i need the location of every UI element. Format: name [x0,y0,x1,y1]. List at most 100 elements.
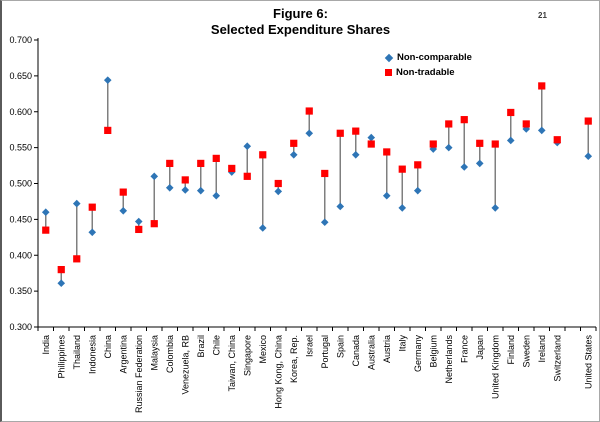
chart-title-line2: Selected Expenditure Shares [210,22,391,37]
x-axis-label: India [41,335,51,355]
y-axis-label: 0.450 [9,214,32,224]
data-point-non-tradable [135,225,143,234]
x-axis-label: Portugal [320,335,330,369]
square-marker-icon [385,69,392,76]
data-point-non-tradable [259,151,267,159]
x-axis-label: France [459,335,469,363]
data-point-non-tradable [460,116,468,124]
x-axis-label: Finland [506,335,516,365]
data-point-non-tradable [383,148,391,156]
y-axis-label: 0.600 [9,107,32,117]
data-point-non-tradable [73,255,81,263]
data-point-non-comparable [336,202,345,211]
legend-item-non-comparable: Non-comparable [384,50,472,65]
data-point-non-tradable [88,203,96,211]
x-axis-label: Malaysia [149,335,159,371]
data-point-non-comparable [289,151,298,159]
data-point-non-comparable [320,218,329,227]
legend-label: Non-tradable [396,67,455,78]
legend-item-non-tradable: Non-tradable [385,65,472,80]
chart-title: Figure 6: Selected Expenditure Shares [2,6,599,38]
x-axis-label: Philippines [56,335,66,379]
data-point-non-tradable [166,159,174,168]
x-axis-label: China [103,335,113,359]
data-point-non-comparable [413,186,422,195]
data-point-non-comparable [398,204,407,212]
page-number: 21 [538,11,547,20]
x-axis-label: Switzerland [552,335,562,382]
data-point-non-comparable [181,186,190,194]
data-point-non-comparable [382,191,391,200]
data-point-non-tradable [290,139,298,147]
data-point-non-tradable [398,165,406,173]
data-point-non-comparable [134,217,143,226]
data-point-non-tradable [104,126,112,135]
data-point-non-comparable [119,206,128,215]
data-point-non-comparable [57,279,66,288]
data-point-non-tradable [274,179,282,188]
x-axis-label: Chile [211,335,221,356]
x-axis-label: Belgium [428,335,438,368]
x-axis-label: Taiwan, China [227,335,237,392]
x-axis-label: Singapore [242,335,252,376]
data-point-non-tradable [228,164,236,173]
data-point-non-comparable [475,159,484,168]
data-point-non-tradable [197,159,205,168]
data-point-non-tradable [57,266,65,274]
data-point-non-tradable [491,140,499,148]
data-point-non-comparable [491,204,500,212]
data-point-non-comparable [72,199,81,208]
data-point-non-tradable [305,107,313,115]
data-point-non-comparable [274,187,283,196]
data-point-non-comparable [506,136,515,145]
data-point-non-tradable [414,161,422,169]
data-point-non-tradable [429,140,437,148]
data-point-non-tradable [538,82,546,90]
x-axis-label: Hong Kong, China [273,335,283,409]
x-axis-label: Argentina [118,335,128,374]
x-axis-label: Netherlands [444,335,454,384]
data-point-non-comparable [196,186,205,195]
data-point-non-comparable [41,208,50,216]
x-axis-label: Italy [397,335,407,352]
x-axis-label: Brazil [196,335,206,358]
data-point-non-comparable [88,228,97,237]
x-axis-label: Venezuela, RB [180,335,190,395]
data-point-non-comparable [305,129,314,138]
data-point-non-tradable [445,120,453,128]
chart-title-line1: Figure 6: [273,6,328,21]
data-point-non-comparable [258,224,267,232]
data-point-non-comparable [460,163,469,171]
x-axis-label: United States [583,335,593,390]
data-point-non-comparable [165,184,174,192]
data-point-non-comparable [150,172,159,181]
y-axis-label: 0.400 [9,250,32,260]
x-axis-label: Germany [413,335,423,373]
data-point-non-comparable [537,126,546,135]
data-point-non-comparable [584,152,593,161]
data-point-non-tradable [119,188,127,196]
x-axis-label: Thailand [72,335,82,370]
data-point-non-tradable [321,169,329,178]
data-point-non-tradable [150,220,158,228]
data-point-non-tradable [352,127,360,135]
data-point-non-comparable [243,142,252,150]
data-point-non-comparable [103,76,112,84]
chart-legend: Non-comparable Non-tradable [384,50,472,80]
data-point-non-tradable [553,136,561,144]
data-point-non-tradable [584,117,592,125]
x-axis-label: Israel [304,335,314,357]
data-point-non-comparable [444,143,453,152]
x-axis-label: Japan [475,335,485,360]
data-point-non-tradable [367,140,375,148]
y-axis-label: 0.500 [9,179,32,189]
data-point-non-comparable [522,125,531,133]
x-axis-label: Australia [366,335,376,370]
data-point-non-tradable [243,172,251,180]
y-axis-label: 0.350 [9,286,32,296]
data-point-non-tradable [212,154,220,162]
data-point-non-comparable [212,191,221,200]
data-point-non-tradable [42,226,50,234]
